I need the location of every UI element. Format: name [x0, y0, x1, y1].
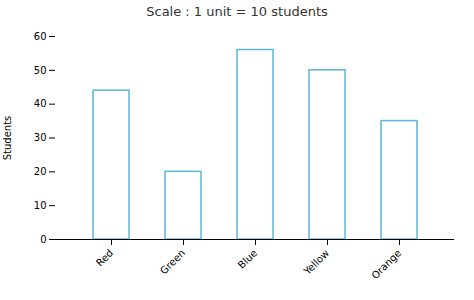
svg-text:20: 20 [34, 166, 47, 177]
svg-text:0: 0 [40, 234, 46, 245]
svg-text:Green: Green [158, 247, 187, 276]
html-text:Scale : 1 unit = 10 students: Scale : 1 unit = 10 students [146, 4, 328, 19]
svg-text:50: 50 [34, 65, 47, 76]
svg-text:Yellow: Yellow [301, 247, 331, 277]
svg-text:Blue: Blue [236, 247, 259, 270]
svg-text:Red: Red [94, 247, 115, 268]
svg-text:60: 60 [34, 31, 47, 42]
svg-text:Orange: Orange [369, 247, 403, 281]
svg-text:Students: Students [2, 116, 13, 161]
svg-text:30: 30 [34, 132, 47, 143]
svg-text:40: 40 [34, 98, 47, 109]
svg-text:10: 10 [34, 200, 47, 211]
